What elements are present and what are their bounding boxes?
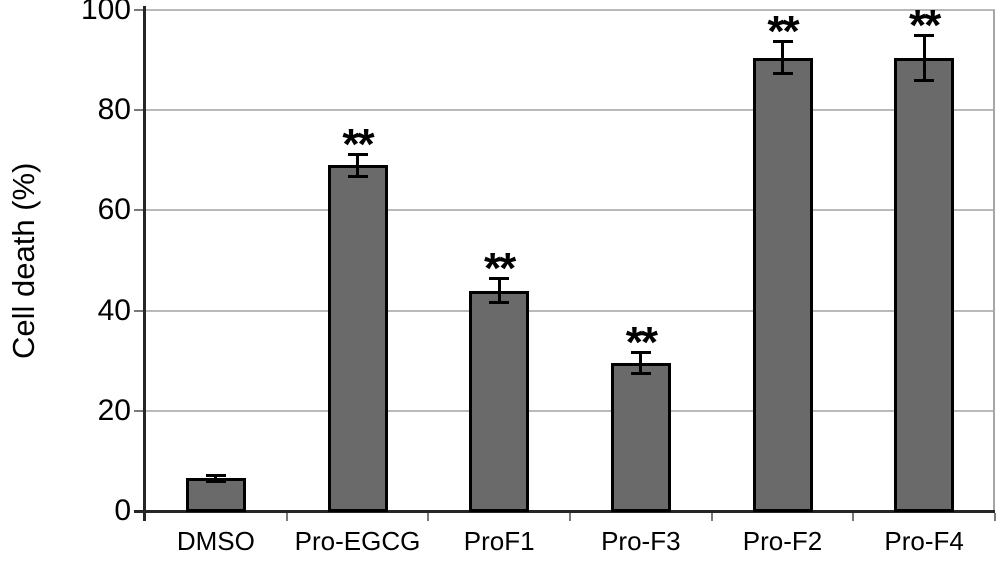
- gridline-40: [145, 309, 995, 312]
- y-tick-label-0: 0: [114, 494, 131, 527]
- y-axis-title: Cell death (%): [6, 162, 41, 359]
- error-bar-cap-bottom-Pro-F2: [772, 72, 793, 76]
- error-bar-line-Pro-F4: [922, 34, 926, 81]
- x-tick-2: [427, 513, 430, 521]
- bar-Pro-F3: [610, 363, 671, 512]
- y-tick-label-60: 60: [97, 193, 131, 227]
- bar-Pro-EGCG: [327, 165, 388, 512]
- x-category-label-Pro-F2: Pro-F2: [742, 526, 823, 556]
- x-category-label-DMSO: DMSO: [176, 526, 255, 556]
- y-tick-40: [134, 309, 143, 312]
- error-bar-cap-top-ProF1: [489, 277, 510, 281]
- significance-marker-ProF1: **: [484, 244, 516, 294]
- error-bar-line-Pro-F3: [639, 352, 643, 375]
- error-bar-line-Pro-F2: [781, 41, 784, 75]
- x-tick-1: [285, 513, 288, 521]
- bar-Pro-F4: [894, 57, 955, 512]
- significance-marker-Pro-F2: **: [767, 7, 799, 57]
- bar-ProF1: [469, 290, 530, 512]
- error-bar-cap-top-Pro-F2: [772, 40, 793, 44]
- x-tick-3: [569, 513, 571, 521]
- gridline-60: [145, 209, 995, 212]
- x-category-label-Pro-EGCG: Pro-EGCG: [294, 526, 421, 556]
- y-axis-line: [143, 6, 146, 521]
- y-tick-20: [134, 409, 143, 412]
- error-bar-line-ProF1: [497, 278, 501, 304]
- gridline-20: [145, 409, 995, 412]
- error-bar-cap-top-Pro-F4: [914, 33, 935, 37]
- bar-Pro-F2: [752, 57, 813, 512]
- error-bar-cap-bottom-ProF1: [489, 301, 510, 305]
- error-bar-cap-bottom-DMSO: [205, 479, 226, 483]
- error-bar-cap-bottom-Pro-F4: [914, 78, 935, 82]
- y-tick-label-100: 100: [80, 0, 131, 26]
- y-tick-60: [134, 209, 143, 212]
- error-bar-line-DMSO: [214, 474, 218, 482]
- y-tick-100: [134, 9, 143, 11]
- bar-DMSO: [185, 478, 246, 512]
- x-category-label-Pro-F4: Pro-F4: [884, 526, 964, 556]
- x-tick-6: [994, 513, 996, 521]
- x-tick-5: [852, 513, 855, 521]
- plot-frame-right: [993, 10, 995, 511]
- x-tick-4: [710, 513, 713, 521]
- error-bar-cap-top-Pro-EGCG: [347, 152, 368, 156]
- significance-marker-Pro-F3: **: [625, 318, 658, 368]
- error-bar-cap-bottom-Pro-F3: [630, 372, 651, 376]
- gridline-80: [145, 109, 995, 112]
- x-category-label-ProF1: ProF1: [463, 526, 535, 556]
- error-bar-cap-top-Pro-F3: [630, 351, 651, 355]
- gridline-100: [145, 9, 995, 11]
- significance-marker-Pro-F4: **: [909, 0, 941, 50]
- significance-marker-Pro-EGCG: **: [342, 119, 374, 169]
- error-bar-cap-bottom-Pro-EGCG: [347, 174, 368, 178]
- error-bar-cap-top-DMSO: [205, 473, 226, 477]
- y-tick-label-80: 80: [97, 93, 131, 127]
- y-tick-label-40: 40: [97, 293, 131, 327]
- y-tick-80: [134, 109, 143, 112]
- x-axis-line: [134, 510, 995, 513]
- y-tick-label-20: 20: [97, 393, 131, 427]
- error-bar-line-Pro-EGCG: [356, 153, 359, 177]
- x-category-label-Pro-F3: Pro-F3: [601, 526, 681, 556]
